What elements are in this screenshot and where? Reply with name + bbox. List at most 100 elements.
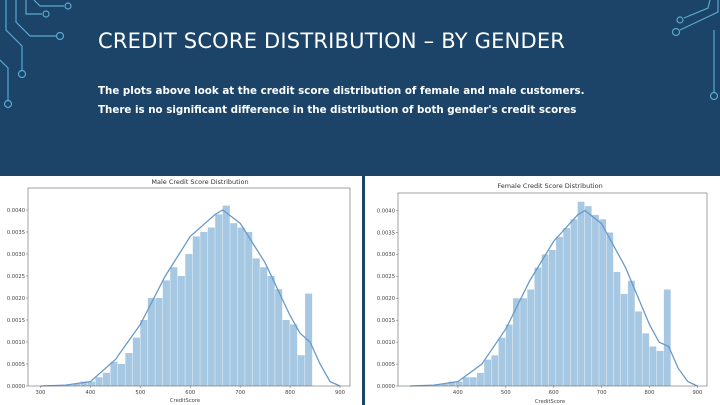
male-chart-panel: Male Credit Score Distribution 0.0000 0.0… bbox=[0, 176, 362, 405]
x-tick-label: 700 bbox=[235, 390, 245, 396]
histogram-bar bbox=[170, 267, 178, 386]
histogram-bar bbox=[147, 298, 155, 386]
histogram-bar bbox=[484, 359, 492, 386]
x-tick-label: 600 bbox=[185, 390, 195, 396]
chart-title: Female Credit Score Distribution bbox=[497, 182, 602, 190]
histogram-bar bbox=[215, 214, 223, 386]
histogram-bar bbox=[267, 276, 275, 386]
kde-curve bbox=[409, 209, 698, 387]
y-tick-label: 0.0030 bbox=[7, 252, 25, 258]
x-tick-label: 500 bbox=[135, 390, 145, 396]
histogram-bar bbox=[441, 383, 448, 386]
histogram-bar bbox=[80, 381, 88, 386]
histogram-bar bbox=[548, 250, 556, 386]
histogram-bar bbox=[534, 267, 542, 386]
histogram-bar bbox=[260, 267, 268, 386]
histogram-bar bbox=[620, 293, 628, 386]
histogram-bar bbox=[87, 381, 95, 386]
y-tick-label: 0.0000 bbox=[7, 384, 25, 390]
histogram-bar bbox=[125, 353, 133, 386]
y-tick-label: 0.0030 bbox=[377, 252, 395, 258]
histogram-bar bbox=[200, 232, 208, 386]
female-credit-score-chart: Female Credit Score Distribution 0.0000 0… bbox=[377, 182, 708, 405]
histogram-bar bbox=[505, 324, 513, 386]
histogram-bar bbox=[584, 206, 592, 386]
y-tick-label: 0.0025 bbox=[377, 274, 395, 280]
histogram-bar bbox=[282, 320, 290, 386]
histogram-bar bbox=[95, 377, 103, 386]
male-credit-score-chart: Male Credit Score Distribution 0.0000 0.0… bbox=[7, 178, 351, 404]
x-tick-label: 500 bbox=[501, 390, 511, 396]
x-tick-label: 400 bbox=[85, 390, 95, 396]
y-tick-label: 0.0010 bbox=[7, 340, 25, 346]
x-tick-label: 400 bbox=[453, 390, 463, 396]
histogram-bar bbox=[207, 227, 215, 386]
histogram-bar bbox=[512, 298, 520, 386]
x-tick-label: 900 bbox=[335, 390, 345, 396]
histogram-bar bbox=[140, 320, 148, 386]
body-line-2: There is no significant difference in th… bbox=[98, 104, 577, 116]
circuit-lines-right-icon bbox=[671, 0, 719, 101]
x-axis-label: CreditScore bbox=[535, 399, 565, 405]
histogram-bar bbox=[577, 201, 585, 386]
histogram-bar bbox=[491, 355, 499, 386]
histogram-bar bbox=[599, 219, 606, 386]
histogram-bar bbox=[162, 280, 170, 386]
y-tick-label: 0.0010 bbox=[377, 340, 395, 346]
x-tick-label: 700 bbox=[597, 390, 607, 396]
histogram-bar bbox=[290, 324, 298, 386]
histogram-bar bbox=[117, 364, 125, 386]
histogram-bar bbox=[642, 333, 650, 386]
histogram-bar bbox=[541, 254, 549, 386]
histogram-bar bbox=[563, 228, 571, 386]
histogram-bar bbox=[649, 346, 657, 386]
slide-title: CREDIT SCORE DISTRIBUTION – BY GENDER bbox=[98, 29, 566, 53]
histogram-bar bbox=[498, 337, 506, 386]
histogram-bar bbox=[570, 219, 578, 386]
histogram-bar bbox=[222, 205, 230, 386]
x-tick-label: 800 bbox=[285, 390, 295, 396]
y-tick-label: 0.0015 bbox=[7, 318, 25, 324]
histogram-bar bbox=[192, 236, 200, 386]
histogram-bar bbox=[520, 298, 527, 386]
histogram-bar bbox=[556, 236, 563, 386]
y-tick-label: 0.0005 bbox=[7, 362, 25, 368]
histogram-bar bbox=[72, 383, 81, 386]
y-tick-label: 0.0015 bbox=[377, 318, 395, 324]
y-tick-label: 0.0025 bbox=[7, 274, 25, 280]
histogram-bar bbox=[627, 280, 635, 386]
histogram-bar bbox=[592, 214, 599, 386]
y-tick-label: 0.0005 bbox=[377, 362, 395, 368]
circuit-lines-left-icon bbox=[0, 0, 72, 109]
histogram-bar bbox=[606, 232, 614, 386]
histogram-bar bbox=[237, 227, 245, 386]
y-tick-label: 0.0040 bbox=[377, 208, 395, 214]
histogram-bar bbox=[448, 381, 456, 386]
histogram-bar bbox=[65, 385, 73, 386]
histogram-bar bbox=[455, 381, 463, 386]
y-tick-label: 0.0040 bbox=[7, 208, 25, 214]
plot-frame bbox=[397, 192, 708, 387]
chart-title: Male Credit Score Distribution bbox=[151, 178, 248, 186]
histogram-bar bbox=[110, 361, 118, 386]
x-tick-label: 800 bbox=[645, 390, 655, 396]
histogram-bar bbox=[527, 289, 535, 386]
x-tick-label: 300 bbox=[36, 390, 46, 396]
y-tick-label: 0.0035 bbox=[7, 230, 25, 236]
histogram-bar bbox=[102, 372, 110, 386]
histogram-bar bbox=[433, 385, 441, 386]
histogram-bar bbox=[245, 232, 253, 386]
histogram-bar bbox=[155, 298, 163, 386]
female-chart-panel: Female Credit Score Distribution 0.0000 0… bbox=[362, 176, 720, 405]
x-axis-label: CreditScore bbox=[170, 398, 200, 404]
y-tick-label: 0.0000 bbox=[377, 384, 395, 390]
histogram-bar bbox=[477, 372, 484, 386]
x-tick-label: 900 bbox=[692, 390, 702, 396]
histogram-bar bbox=[230, 223, 238, 386]
histogram-bar bbox=[656, 350, 664, 386]
histogram-bar bbox=[132, 337, 140, 386]
kde-curve bbox=[40, 209, 341, 387]
histogram-bar bbox=[469, 377, 477, 386]
x-tick-label: 600 bbox=[549, 390, 559, 396]
y-tick-label: 0.0035 bbox=[377, 230, 395, 236]
